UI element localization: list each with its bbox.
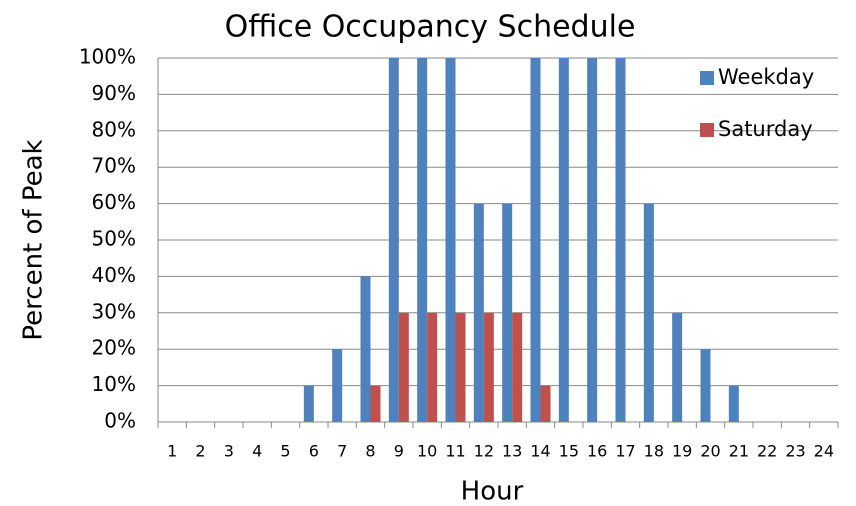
bar — [672, 312, 683, 422]
x-tick-label: 1 — [167, 442, 177, 461]
bar — [530, 58, 541, 422]
x-tick-label: 12 — [474, 442, 494, 461]
bar — [502, 203, 513, 422]
bar — [332, 349, 343, 422]
legend-label: Weekday — [718, 65, 814, 89]
x-axis-title: Hour — [461, 477, 524, 506]
bar — [303, 385, 314, 422]
x-tick-label: 3 — [224, 442, 234, 461]
bar — [615, 58, 626, 422]
x-tick-label: 11 — [445, 442, 465, 461]
bar — [483, 312, 494, 422]
y-tick-label: 10% — [92, 372, 136, 396]
y-axis-title: Percent of Peak — [19, 139, 49, 340]
bar — [445, 58, 456, 422]
x-tick-label: 5 — [280, 442, 290, 461]
y-tick-label: 50% — [92, 227, 136, 251]
bar — [455, 312, 466, 422]
y-tick-label: 30% — [92, 299, 136, 323]
bar — [728, 385, 739, 422]
x-tick-label: 22 — [757, 442, 777, 461]
bar — [427, 312, 438, 422]
y-tick-label: 80% — [92, 117, 136, 141]
bar — [540, 385, 551, 422]
bar — [360, 276, 371, 422]
y-tick-label: 40% — [92, 263, 136, 287]
x-tick-label: 19 — [672, 442, 692, 461]
x-tick-label: 17 — [615, 442, 635, 461]
x-tick-label: 10 — [417, 442, 437, 461]
y-tick-label: 100% — [79, 45, 136, 69]
bar — [558, 58, 569, 422]
x-tick-label: 23 — [785, 442, 805, 461]
bar — [512, 312, 523, 422]
bar — [473, 203, 484, 422]
x-tick-label: 24 — [814, 442, 834, 461]
x-tick-label: 13 — [502, 442, 522, 461]
bar — [643, 203, 654, 422]
x-tick-label: 20 — [700, 442, 720, 461]
x-tick-label: 2 — [195, 442, 205, 461]
y-tick-label: 90% — [92, 81, 136, 105]
x-tick-label: 14 — [530, 442, 550, 461]
bar — [388, 58, 399, 422]
x-tick-label: 15 — [559, 442, 579, 461]
legend-swatch — [700, 123, 714, 137]
bar — [417, 58, 428, 422]
bar — [370, 385, 381, 422]
x-tick-label: 6 — [309, 442, 319, 461]
x-tick-label: 7 — [337, 442, 347, 461]
x-tick-label: 8 — [365, 442, 375, 461]
legend-swatch — [700, 71, 714, 85]
bar — [398, 312, 409, 422]
legend-label: Saturday — [718, 117, 813, 141]
x-tick-label: 4 — [252, 442, 262, 461]
y-tick-label: 0% — [104, 409, 136, 433]
x-tick-label: 9 — [394, 442, 404, 461]
chart-title: Office Occupancy Schedule — [225, 10, 636, 45]
y-tick-label: 20% — [92, 336, 136, 360]
bar — [700, 349, 711, 422]
y-tick-label: 60% — [92, 190, 136, 214]
x-tick-label: 21 — [729, 442, 749, 461]
y-tick-label: 70% — [92, 154, 136, 178]
bar — [587, 58, 598, 422]
x-tick-label: 16 — [587, 442, 607, 461]
x-tick-label: 18 — [644, 442, 664, 461]
